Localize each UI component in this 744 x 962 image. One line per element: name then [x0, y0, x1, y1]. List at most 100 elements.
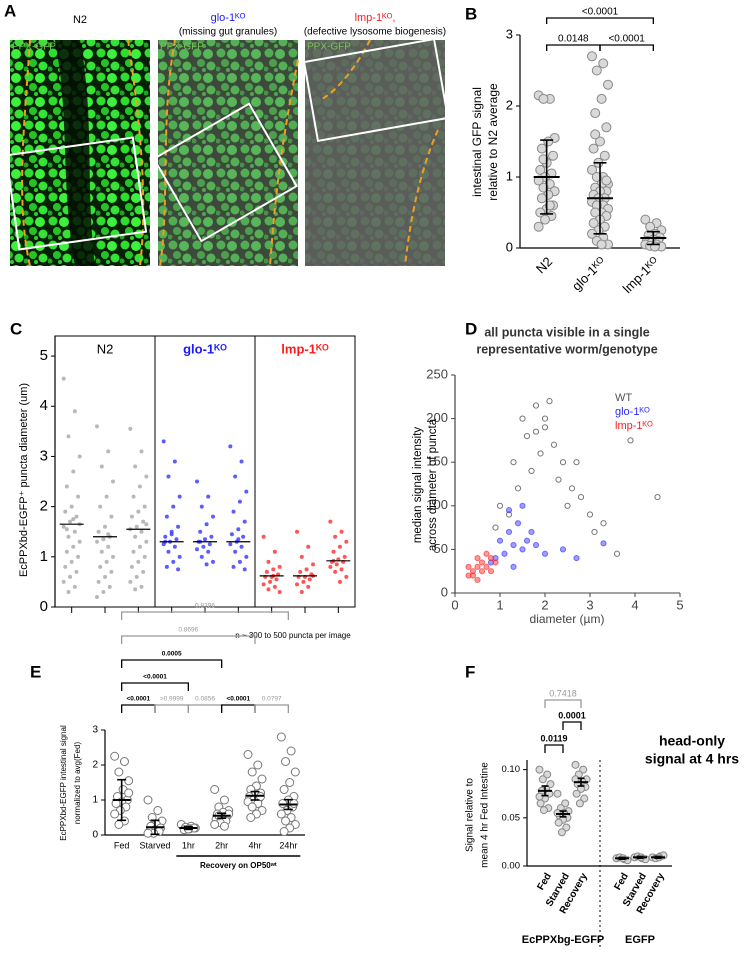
group-label: EGFP [625, 934, 655, 946]
y-tick-label: 2 [40, 498, 48, 515]
data-point [519, 502, 526, 509]
data-point [104, 559, 109, 564]
data-point [496, 502, 504, 509]
data-point [590, 129, 601, 140]
data-point [510, 459, 517, 466]
data-point [176, 524, 181, 529]
panel-letter: A [4, 1, 16, 20]
data-point [295, 529, 299, 534]
micrograph-shade [305, 40, 445, 266]
comparison-bracket [562, 721, 582, 730]
data-point [538, 154, 549, 165]
data-point [211, 559, 215, 564]
data-point [177, 554, 182, 559]
data-point [103, 574, 107, 579]
data-point [103, 524, 107, 529]
data-point [505, 528, 513, 536]
image-title: N2 [73, 14, 87, 26]
data-point [469, 572, 477, 579]
data-point [528, 528, 535, 536]
data-point [136, 559, 141, 564]
data-point [492, 559, 499, 566]
data-point [164, 514, 169, 519]
data-point [109, 569, 114, 574]
data-point [137, 544, 142, 549]
comparison-bracket [254, 704, 289, 713]
data-point [595, 136, 605, 147]
data-point [339, 529, 344, 534]
p-value: 0.0148 [558, 34, 589, 45]
data-point [627, 437, 634, 444]
data-point [572, 789, 581, 798]
data-point [95, 424, 99, 429]
data-point [144, 474, 149, 479]
data-point [554, 818, 563, 827]
data-point [478, 568, 486, 575]
data-point [114, 820, 124, 829]
data-point [492, 524, 499, 531]
data-point [244, 489, 249, 494]
data-point [66, 589, 71, 594]
data-point [537, 450, 544, 457]
y-tick-label: 3 [92, 725, 98, 736]
data-point [66, 434, 71, 439]
data-point [247, 767, 257, 777]
data-point [129, 514, 134, 519]
data-point [228, 542, 233, 547]
data-point [219, 795, 229, 805]
comparison-bracket [154, 704, 189, 713]
data-point [72, 409, 77, 414]
data-point [229, 532, 234, 537]
data-point [139, 529, 144, 534]
comparison-bracket [546, 17, 654, 24]
data-point [66, 534, 71, 539]
p-value: 0.8296 [195, 603, 215, 610]
data-point [505, 507, 513, 514]
panel-a: A [4, 1, 450, 267]
data-point [64, 527, 69, 532]
data-point [63, 564, 68, 569]
data-point [241, 534, 246, 539]
data-point [166, 474, 171, 479]
data-point [96, 529, 101, 534]
data-point [169, 532, 174, 537]
annotation: signal at 4 hrs [645, 751, 739, 767]
data-point [101, 537, 106, 542]
comparison-bracket [546, 44, 601, 51]
data-point [144, 522, 149, 527]
data-point [96, 579, 101, 584]
data-point [131, 494, 136, 499]
data-point [231, 509, 236, 514]
data-point [543, 770, 552, 779]
data-point [98, 564, 103, 569]
data-point [74, 514, 79, 519]
panel-letter: C [10, 319, 22, 338]
x-tick-label: 24hr [279, 840, 297, 850]
data-point [144, 539, 149, 544]
data-point [68, 574, 73, 579]
comparison-bracket [121, 635, 256, 644]
data-point [295, 582, 299, 587]
x-tick-label: 1 [496, 597, 503, 612]
data-point [233, 549, 238, 554]
data-point [233, 474, 238, 479]
data-point [109, 514, 114, 519]
data-point [63, 509, 68, 514]
data-point [575, 799, 584, 808]
data-point [613, 550, 621, 557]
roi-box [302, 37, 450, 143]
data-point [131, 549, 136, 554]
data-point [141, 519, 146, 524]
data-point [201, 544, 206, 549]
data-point [133, 534, 138, 539]
data-point [496, 537, 504, 544]
data-point [236, 537, 241, 542]
data-point [600, 540, 607, 547]
y-tick-label: 0 [441, 584, 448, 599]
data-point [588, 143, 599, 154]
data-point [61, 376, 66, 381]
data-point [285, 778, 295, 787]
data-point [246, 813, 256, 822]
data-point [307, 577, 312, 582]
data-point [559, 459, 567, 466]
